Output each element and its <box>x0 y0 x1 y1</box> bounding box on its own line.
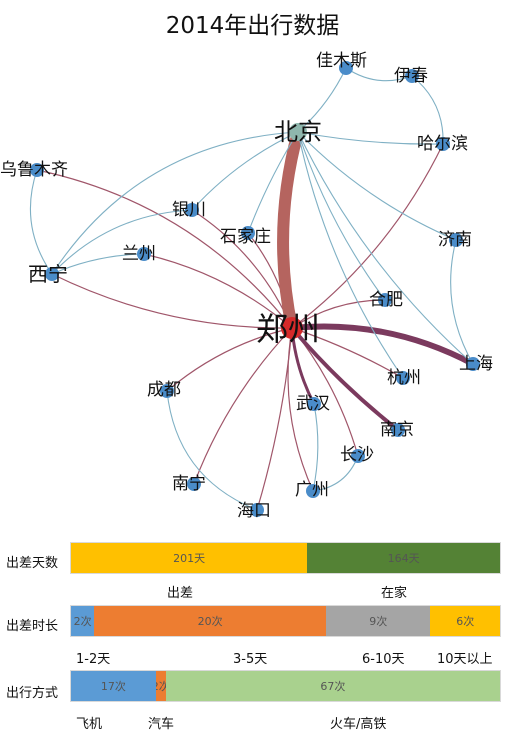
edge-2 <box>143 253 293 329</box>
edge-20 <box>297 131 386 301</box>
edge-24 <box>191 131 299 211</box>
edge-25 <box>247 131 299 234</box>
city-label-0: 郑州 <box>256 310 320 348</box>
mode-row-label: 出行方式 <box>6 686 59 701</box>
city-label-14: 成都 <box>147 380 181 400</box>
city-node-13 <box>396 371 410 385</box>
edge-29 <box>51 209 193 275</box>
page-title: 2014年出行数据 <box>165 13 340 39</box>
travel-network-map: 郑州 佳木斯伊春北京哈尔滨乌鲁木齐银川石家庄 济南兰州西宁合肥上海杭州成都武汉南京长… <box>0 51 493 521</box>
city-label-13: 杭州 <box>387 368 421 388</box>
days-segment-1: 164天 <box>307 543 500 573</box>
duration-row-label: 出差时长 <box>6 619 59 634</box>
city-node-17 <box>351 449 365 463</box>
edge-23 <box>51 131 299 275</box>
city-label-7: 石家庄 <box>220 227 271 247</box>
mode-segment-1: 2次 <box>155 671 166 701</box>
city-label-12: 上海 <box>459 354 493 374</box>
edge-4 <box>291 143 444 329</box>
city-node-6 <box>185 203 199 217</box>
edge-33 <box>312 403 319 492</box>
city-label-3: 北京 <box>274 118 322 146</box>
duration-caption-1: 1-2天 <box>76 652 111 667</box>
mode-caption-car: 汽车 <box>148 717 175 732</box>
mode-caption-plane: 飞机 <box>76 717 103 732</box>
days-bar: 201天 164天 <box>70 542 501 574</box>
city-node-18 <box>187 477 201 491</box>
city-label-5: 乌鲁木齐 <box>0 160 68 180</box>
days-caption-home: 在家 <box>381 586 408 601</box>
city-node-7 <box>241 226 255 240</box>
mode-caption-train: 火车/高铁 <box>330 717 387 732</box>
edge-16 <box>290 326 400 432</box>
edge-0 <box>36 169 293 329</box>
city-label-1: 佳木斯 <box>316 51 367 71</box>
city-node-15 <box>307 397 321 411</box>
city-label-18: 南宁 <box>172 474 206 494</box>
edge-22 <box>297 131 474 365</box>
edge-8 <box>256 327 293 511</box>
duration-segment-3: 6次 <box>430 606 500 636</box>
city-label-19: 广州 <box>295 480 329 500</box>
mode-bar: 17次2次67次 <box>70 670 501 702</box>
city-node-20 <box>250 503 264 517</box>
city-node-9 <box>137 247 151 261</box>
city-node-14 <box>160 384 174 398</box>
edge-13 <box>277 126 304 334</box>
city-node-0 <box>281 317 303 339</box>
duration-segment-1: 20次 <box>94 606 327 636</box>
edge-21 <box>297 131 404 379</box>
city-label-4: 哈尔滨 <box>417 134 468 154</box>
edge-27 <box>411 75 444 145</box>
edge-14 <box>289 323 476 367</box>
city-label-11: 合肥 <box>369 290 403 310</box>
city-node-8 <box>449 233 463 247</box>
duration-segment-0: 2次 <box>71 606 95 636</box>
city-label-6: 银川 <box>172 200 206 220</box>
days-segment-0: 201天 <box>71 543 308 573</box>
duration-caption-2: 3-5天 <box>233 652 268 667</box>
edge-19 <box>297 131 457 241</box>
edge-32 <box>166 390 258 511</box>
edge-11 <box>291 327 404 379</box>
edge-18 <box>297 131 444 145</box>
edge-30 <box>51 253 145 275</box>
edge-28 <box>450 239 474 365</box>
city-label-10: 西宁 <box>28 262 68 286</box>
node-group: 郑州 佳木斯伊春北京哈尔滨乌鲁木齐银川石家庄 济南兰州西宁合肥上海杭州成都武汉南京长… <box>0 51 493 521</box>
city-node-5 <box>30 163 44 177</box>
edge-group <box>29 67 476 511</box>
city-label-15: 武汉 <box>296 394 330 414</box>
days-row-label: 出差天数 <box>6 556 59 571</box>
city-label-8: 济南 <box>438 230 472 250</box>
duration-bar: 2次 20次 9次 6次 <box>70 605 501 637</box>
city-node-3 <box>289 123 307 141</box>
days-caption-trip: 出差 <box>167 586 194 601</box>
city-label-16: 南京 <box>380 420 414 440</box>
city-node-2 <box>405 69 419 83</box>
mode-segment-2: 67次 <box>165 671 500 701</box>
edge-6 <box>193 327 293 485</box>
edge-31 <box>29 169 53 275</box>
city-label-2: 伊春 <box>394 66 428 86</box>
edge-5 <box>166 327 293 392</box>
city-node-4 <box>436 137 450 151</box>
city-label-20: 海口 <box>237 501 271 521</box>
city-node-10 <box>45 267 59 281</box>
city-label-17: 长沙 <box>340 445 374 465</box>
duration-segment-2: 9次 <box>326 606 431 636</box>
edge-3 <box>51 273 293 329</box>
mode-segment-0: 17次 <box>71 671 156 701</box>
duration-caption-4: 10天以上 <box>437 652 493 667</box>
city-node-16 <box>391 423 405 437</box>
city-node-12 <box>466 357 480 371</box>
city-node-11 <box>378 293 392 307</box>
city-label-9: 兰州 <box>122 244 156 264</box>
city-node-19 <box>306 484 320 498</box>
city-node-1 <box>339 61 353 75</box>
duration-caption-3: 6-10天 <box>362 652 405 667</box>
